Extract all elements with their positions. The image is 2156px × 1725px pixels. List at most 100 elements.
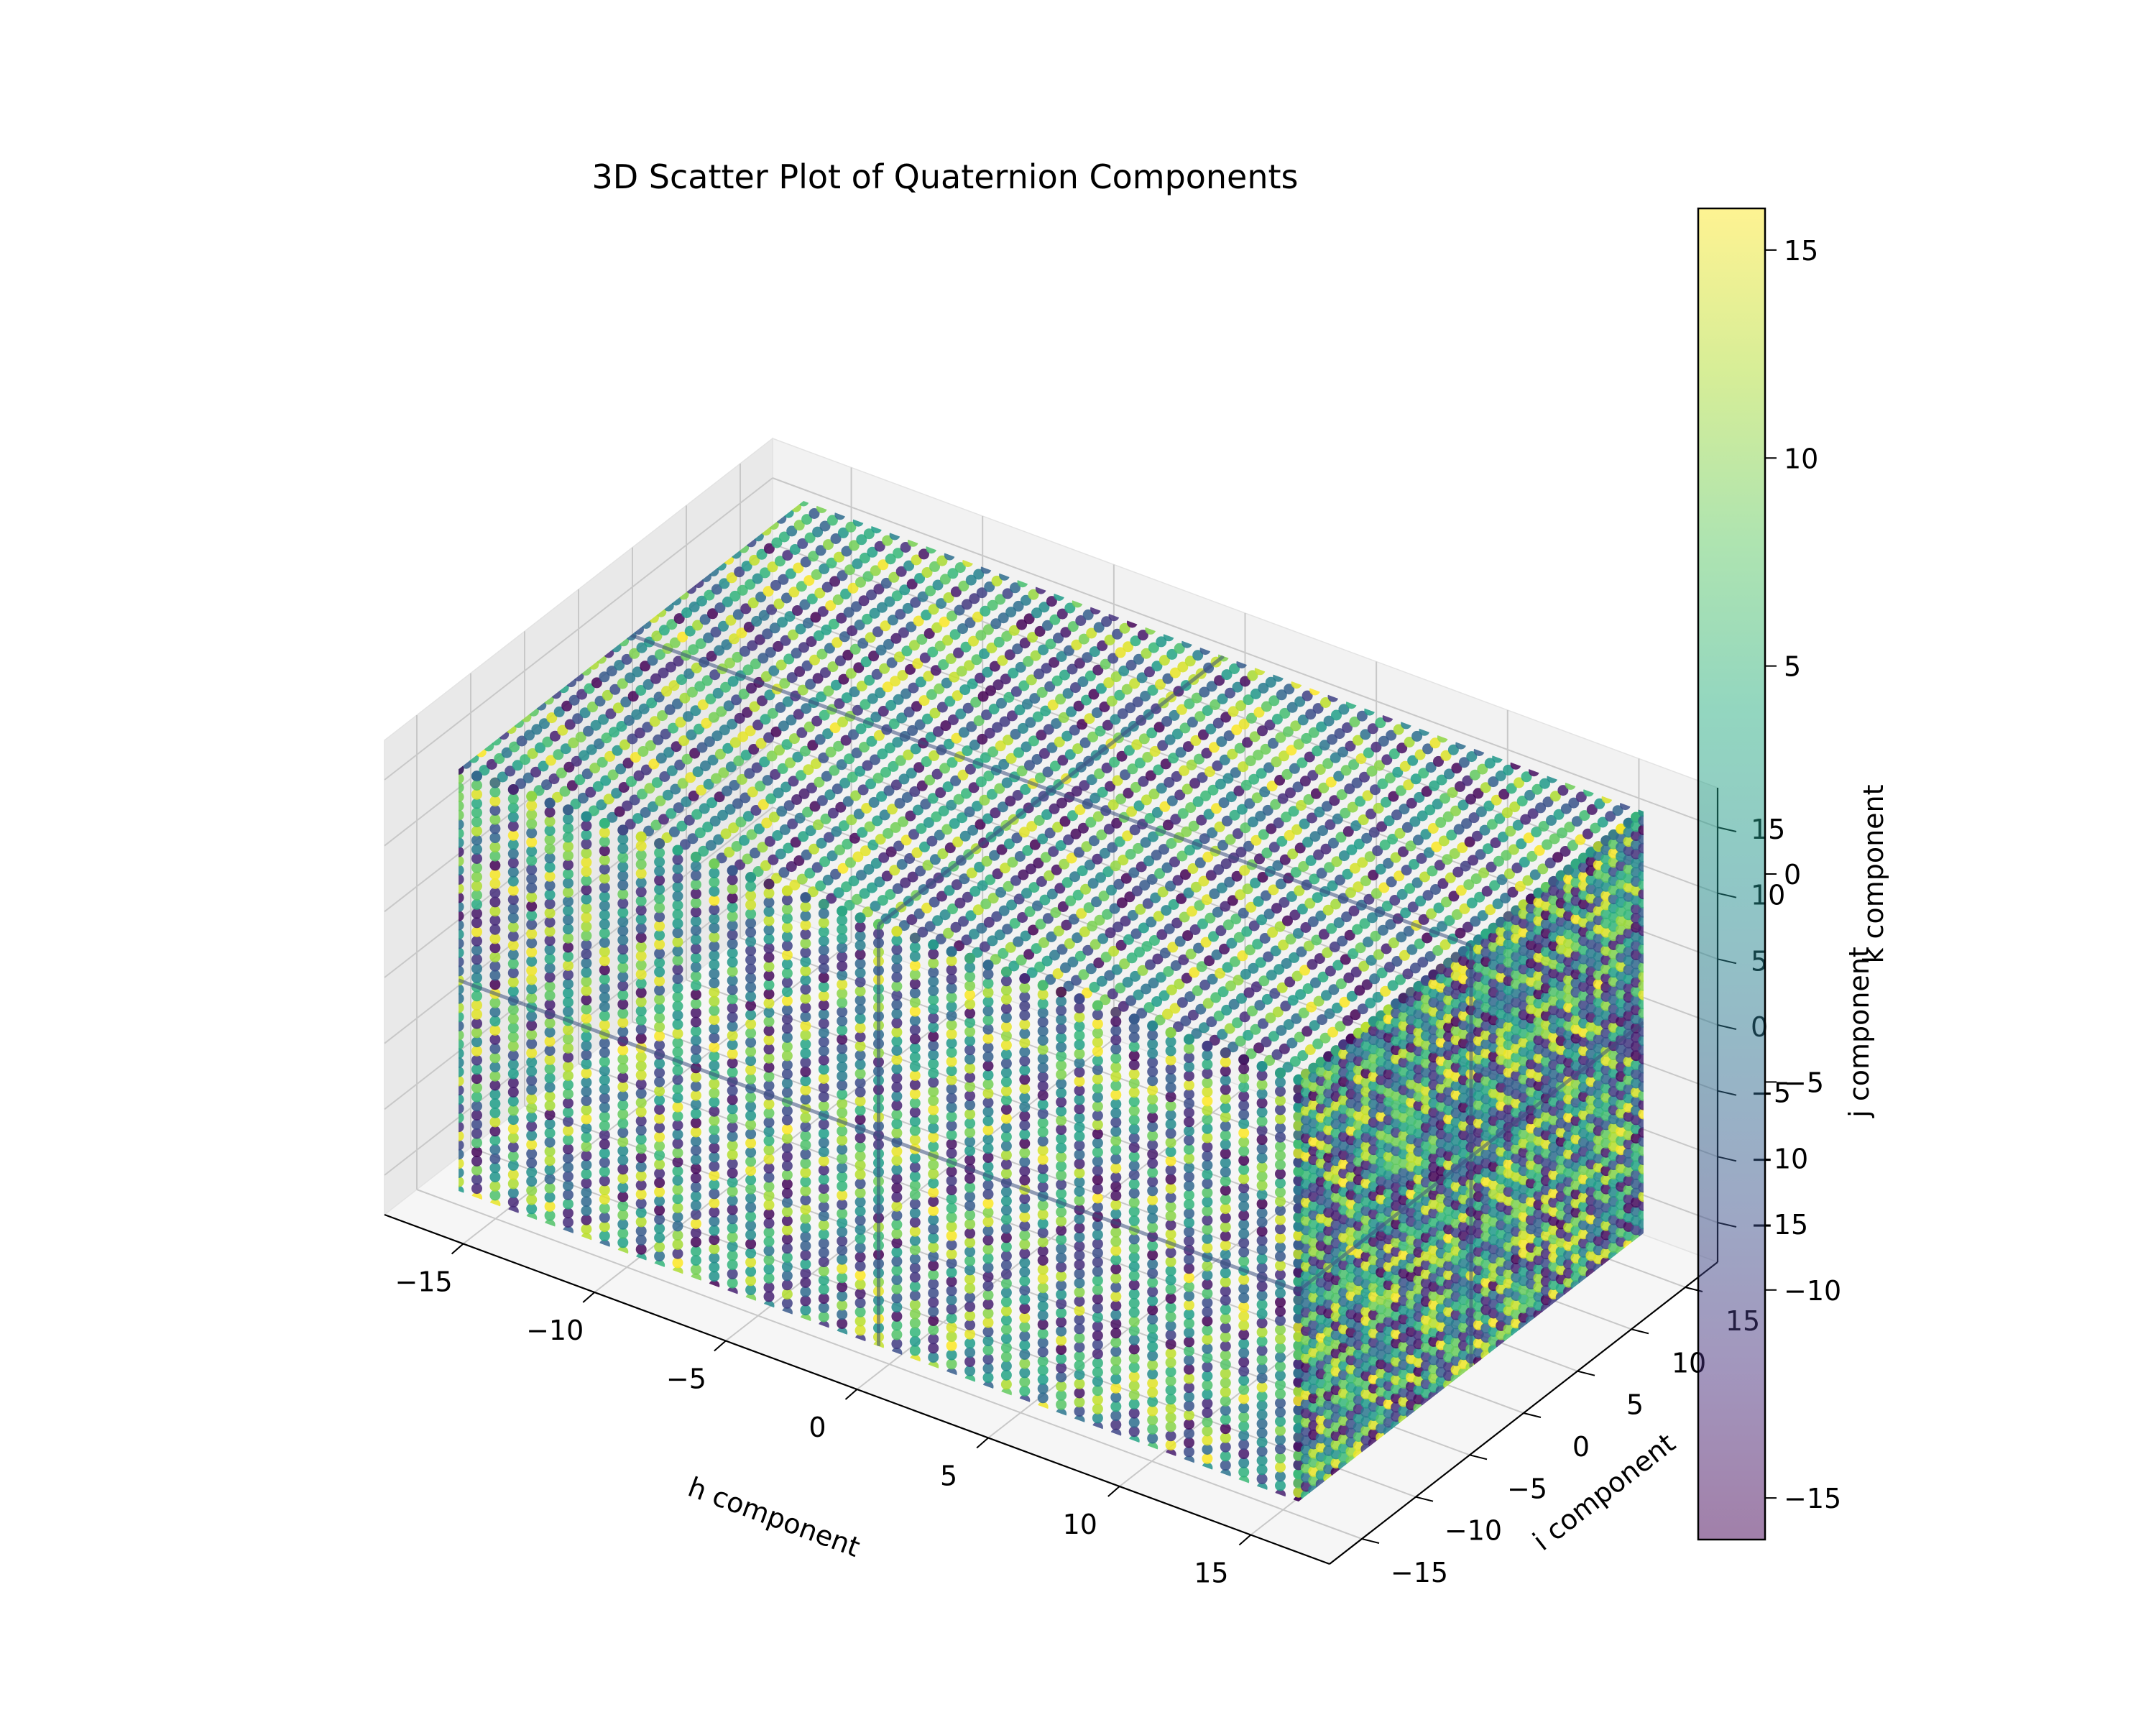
data-point bbox=[826, 515, 838, 526]
data-point bbox=[1238, 1384, 1250, 1395]
data-point bbox=[1100, 658, 1111, 670]
data-point bbox=[1342, 722, 1353, 733]
data-point bbox=[563, 1171, 573, 1182]
data-point bbox=[459, 1048, 464, 1059]
data-point bbox=[909, 1244, 921, 1256]
data-point bbox=[860, 699, 871, 710]
data-point bbox=[1056, 1316, 1067, 1328]
data-point bbox=[1220, 1065, 1231, 1077]
data-point bbox=[1505, 825, 1516, 837]
data-point bbox=[1238, 1457, 1250, 1468]
data-point bbox=[1074, 1011, 1085, 1023]
data-point bbox=[847, 582, 859, 594]
data-point bbox=[1485, 861, 1497, 873]
data-point bbox=[471, 1183, 482, 1195]
data-point bbox=[731, 694, 742, 706]
data-point bbox=[1394, 827, 1406, 839]
data-point bbox=[1238, 1090, 1250, 1102]
data-point bbox=[1230, 767, 1241, 778]
data-point bbox=[1373, 760, 1385, 771]
data-point bbox=[727, 1268, 738, 1279]
data-point bbox=[739, 645, 750, 657]
data-point bbox=[1187, 906, 1197, 917]
data-point bbox=[929, 750, 940, 761]
data-point bbox=[507, 839, 519, 850]
data-point bbox=[1238, 1430, 1250, 1441]
data-point bbox=[698, 845, 709, 857]
data-point bbox=[674, 759, 686, 770]
data-point bbox=[1256, 768, 1267, 779]
data-point bbox=[1184, 1427, 1194, 1439]
data-point bbox=[1324, 862, 1335, 873]
data-point bbox=[1312, 892, 1323, 903]
data-point bbox=[1037, 1374, 1049, 1385]
data-point bbox=[928, 1031, 939, 1042]
data-point bbox=[1128, 1206, 1140, 1218]
data-point bbox=[1275, 1453, 1286, 1464]
data-point bbox=[672, 854, 683, 865]
data-point bbox=[459, 929, 464, 940]
data-point bbox=[763, 1162, 775, 1174]
data-point bbox=[548, 773, 560, 785]
data-point bbox=[898, 816, 908, 827]
data-point bbox=[1304, 751, 1315, 763]
data-point bbox=[690, 879, 701, 891]
data-point bbox=[1067, 663, 1078, 675]
data-point bbox=[854, 1205, 866, 1217]
data-point bbox=[1384, 773, 1396, 783]
data-point bbox=[526, 1176, 538, 1187]
data-point bbox=[563, 1079, 573, 1090]
data-point bbox=[635, 1161, 647, 1172]
data-point bbox=[1411, 730, 1423, 742]
data-point bbox=[1019, 1202, 1031, 1213]
data-point bbox=[1320, 843, 1332, 855]
data-point bbox=[1184, 1254, 1194, 1265]
data-point bbox=[563, 868, 573, 880]
data-point bbox=[617, 952, 629, 964]
data-point bbox=[581, 930, 592, 942]
data-point bbox=[1291, 824, 1303, 835]
data-point bbox=[1238, 1338, 1250, 1349]
data-point bbox=[1017, 912, 1028, 923]
data-point bbox=[1019, 1358, 1031, 1369]
data-point bbox=[763, 924, 775, 936]
data-point bbox=[911, 847, 923, 858]
data-point bbox=[1128, 1353, 1140, 1364]
data-point bbox=[1165, 1137, 1176, 1149]
data-point bbox=[1355, 942, 1366, 954]
data-point bbox=[1104, 634, 1115, 645]
data-point bbox=[975, 819, 986, 830]
data-point bbox=[1000, 1195, 1012, 1207]
data-point bbox=[1147, 1075, 1158, 1087]
data-point bbox=[1346, 990, 1358, 1002]
data-point bbox=[516, 735, 528, 747]
data-point bbox=[709, 1234, 720, 1246]
data-point bbox=[727, 975, 738, 986]
data-point bbox=[1101, 763, 1112, 773]
data-point bbox=[1257, 725, 1268, 737]
data-point bbox=[748, 744, 760, 755]
data-point bbox=[1064, 602, 1076, 614]
data-point bbox=[544, 926, 556, 937]
data-point bbox=[615, 763, 627, 775]
data-point bbox=[1158, 655, 1170, 666]
data-point bbox=[459, 1002, 464, 1013]
data-point bbox=[1204, 955, 1215, 967]
data-point bbox=[982, 1005, 994, 1016]
data-point bbox=[849, 686, 860, 698]
data-point bbox=[1074, 658, 1085, 669]
data-point bbox=[1158, 844, 1169, 855]
data-point bbox=[556, 767, 567, 778]
data-point bbox=[852, 704, 863, 716]
data-point bbox=[773, 787, 784, 799]
data-point bbox=[818, 1311, 829, 1322]
data-point bbox=[1477, 910, 1488, 921]
data-point bbox=[837, 1043, 848, 1054]
data-point bbox=[1361, 832, 1373, 844]
data-point bbox=[964, 1319, 976, 1330]
data-point bbox=[1383, 815, 1395, 827]
data-point bbox=[1446, 829, 1457, 841]
data-point bbox=[1165, 1302, 1176, 1313]
data-point bbox=[891, 1320, 903, 1331]
data-point bbox=[1516, 796, 1528, 806]
